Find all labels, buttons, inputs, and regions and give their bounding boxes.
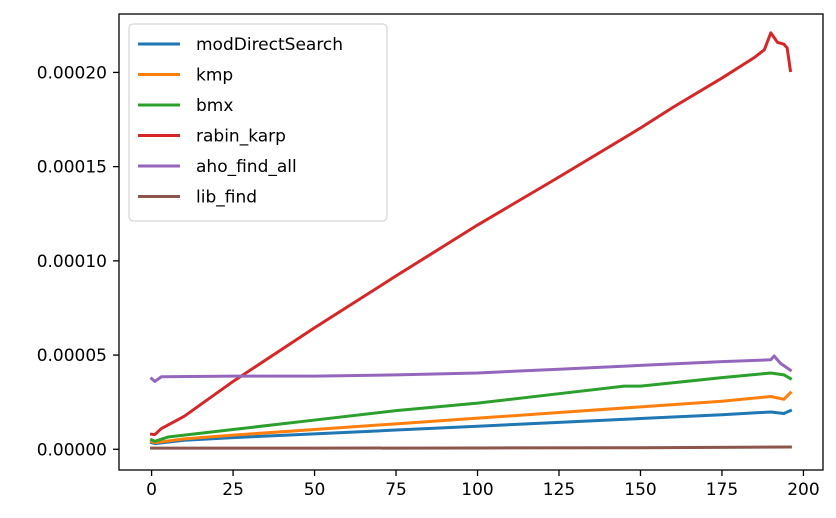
- series-line-kmp: [149, 390, 793, 445]
- x-tick-label: 25: [222, 480, 244, 500]
- series-layer: [149, 31, 793, 450]
- y-tick-label: 0.00020: [37, 63, 107, 83]
- x-tick-label: 175: [706, 480, 738, 500]
- legend-label: rabin_karp: [196, 127, 286, 147]
- y-tick-label: 0.00005: [37, 346, 107, 366]
- x-tick-label: 0: [146, 480, 157, 500]
- x-tick-label: 50: [304, 480, 326, 500]
- y-tick-label: 0.00015: [37, 158, 107, 178]
- y-axis: 0.00000 0.00005 0.00010 0.00015 0.00020: [37, 63, 119, 460]
- x-axis: 0 25 50 75 100 125 150 175 200: [146, 470, 820, 500]
- legend: modDirectSearch kmp bmx rabin_karp aho_find_…: [128, 23, 388, 222]
- series-line-bmx: [149, 371, 793, 443]
- series-line-lib-find: [150, 445, 792, 450]
- legend-box: [128, 23, 388, 222]
- x-tick-label: 75: [385, 480, 407, 500]
- legend-label: bmx: [196, 96, 233, 116]
- y-tick-label: 0.00010: [37, 252, 107, 272]
- x-tick-label: 150: [624, 480, 656, 500]
- x-tick-label: 200: [787, 480, 819, 500]
- plot-frame: [118, 13, 824, 471]
- series-line-rabin-karp: [149, 31, 793, 437]
- legend-label: modDirectSearch: [196, 35, 343, 55]
- y-tick-label: 0.00000: [37, 440, 107, 460]
- legend-label: kmp: [196, 66, 233, 86]
- legend-label: aho_find_all: [196, 157, 297, 177]
- series-line-aho-find-all: [149, 354, 793, 383]
- x-tick-label: 125: [543, 480, 575, 500]
- x-tick-label: 100: [461, 480, 493, 500]
- legend-label: lib_find: [196, 188, 257, 208]
